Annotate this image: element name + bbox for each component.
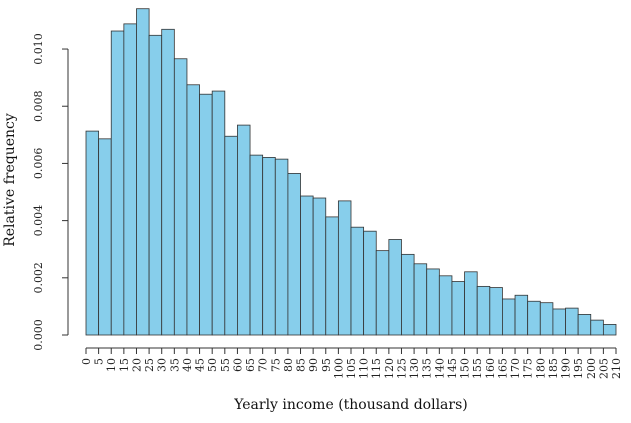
x-tick-label: 185 [547,358,560,379]
histogram-bar [375,250,390,336]
histogram-bar [426,268,440,336]
y-axis-title: Relative frequency [2,113,18,247]
histogram-bar [148,34,163,336]
histogram-bar [199,93,213,336]
histogram-bar [476,285,491,336]
histogram-bar [211,90,226,336]
histogram-bar [136,8,150,336]
y-tick-label: 0.002 [32,262,45,294]
y-tick-label: 0.000 [32,319,45,351]
x-tick-label: 210 [610,358,623,379]
y-axis: 0.000 0.002 0.004 0.006 0.008 0.010 [32,33,69,351]
x-tick-label: 105 [345,358,358,379]
histogram-bar [287,173,301,336]
histogram-bar [85,130,100,336]
x-tick-label: 15 [118,358,131,372]
histogram-bar [438,275,453,336]
histogram-bar [464,271,478,336]
x-tick-label: 150 [459,358,472,379]
histogram-bar [262,157,276,336]
histogram-bar [224,135,238,336]
x-tick-label: 195 [572,358,585,379]
x-tick-label: 155 [471,358,484,379]
histogram-bar [489,287,503,336]
x-axis: 0 5 10 15 20 25 30 35 40 45 50 55 60 65 70 75 80 85 90 95 10… [80,347,623,379]
x-tick-label: 70 [257,358,270,372]
x-tick-label: 30 [156,358,169,372]
histogram-bar [514,294,529,336]
x-tick-label: 200 [585,358,598,379]
x-axis-title: Yearly income (thousand dollars) [233,397,468,413]
x-tick-label: 50 [206,358,219,372]
y-tick-label: 0.008 [32,90,45,122]
x-tick-label: 140 [433,358,446,379]
histogram-bar [552,308,566,336]
histogram-bar [312,197,327,336]
x-tick-label: 75 [269,358,282,372]
x-tick-label: 205 [597,358,610,379]
x-tick-label: 110 [358,358,371,379]
histogram-bar [161,28,175,336]
histogram-bar [237,124,251,336]
x-tick-label: 135 [421,358,434,379]
histogram-bar [325,216,339,336]
histogram-bar [565,307,579,336]
x-tick-label: 180 [534,358,547,379]
y-tick-label: 0.006 [32,148,45,180]
x-tick-label: 80 [282,358,295,372]
histogram-bar [577,314,592,336]
histogram-bar [388,239,402,336]
x-tick-label: 145 [446,358,459,379]
histogram-bars [85,8,617,336]
x-tick-label: 5 [93,358,106,365]
x-tick-label: 25 [143,358,156,372]
x-tick-label: 60 [231,358,244,372]
x-tick-label: 35 [168,358,181,372]
x-tick-label: 20 [130,358,143,372]
x-tick-label: 55 [219,358,232,372]
x-tick-label: 45 [194,358,207,372]
x-tick-label: 85 [295,358,308,372]
x-tick-label: 130 [408,358,421,379]
histogram-bar [98,138,112,336]
x-tick-label: 165 [496,358,509,379]
x-tick-label: 170 [509,358,522,379]
histogram-bar [413,263,428,336]
histogram-bar [300,195,314,336]
histogram-bar [539,302,554,336]
histogram-bar [527,300,541,336]
histogram-bar [401,253,415,336]
histogram-bar [602,324,617,336]
histogram-bar [274,158,289,336]
x-tick-label: 125 [395,358,408,379]
x-tick-label: 90 [307,358,320,372]
x-tick-label: 40 [181,358,194,372]
histogram-bar [186,84,200,336]
histogram-bar [363,230,377,336]
x-tick-label: 120 [383,358,396,379]
histogram-bar [337,200,352,336]
histogram-bar [123,23,137,336]
histogram-bar [350,226,365,336]
x-tick-label: 115 [370,358,383,379]
x-tick-label: 95 [320,358,333,372]
histogram-bar [502,298,516,336]
x-tick-label: 65 [244,358,257,372]
x-tick-label: 175 [522,358,535,379]
histogram-bar [249,154,264,336]
x-tick-label: 100 [332,358,345,379]
x-tick-label: 10 [105,358,118,372]
histogram-bar [451,281,465,336]
y-tick-label: 0.010 [32,33,45,65]
histogram-bar [110,30,125,336]
histogram-bar [173,58,188,336]
x-tick-label: 190 [560,358,573,379]
x-tick-label: 160 [484,358,497,379]
y-tick-label: 0.004 [32,205,45,237]
histogram-bar [590,319,604,336]
x-tick-label: 0 [80,358,93,365]
